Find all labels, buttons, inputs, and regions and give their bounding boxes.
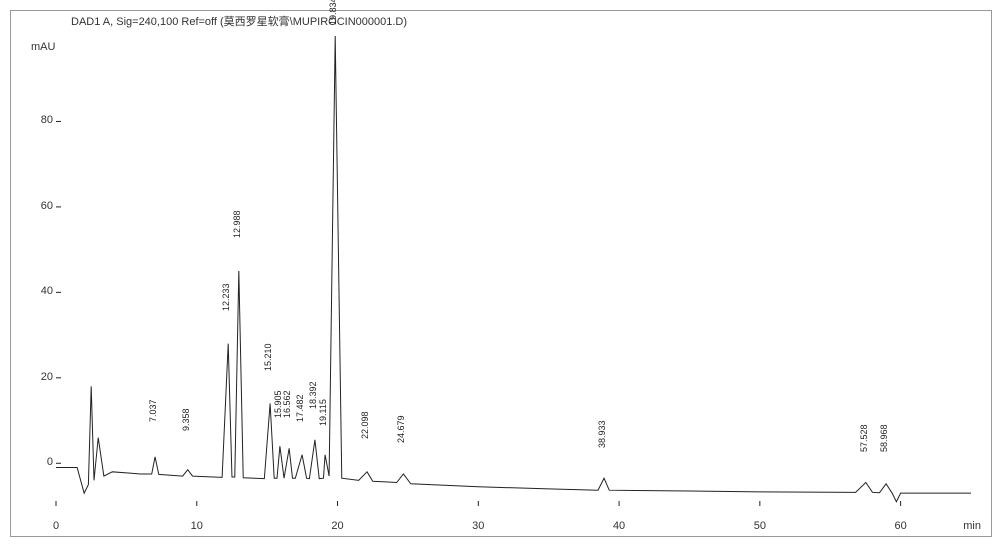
x-tick-label: 50 [745, 520, 775, 532]
peak-label: 7.037 [148, 399, 158, 422]
peak-label: 19.115 [318, 399, 328, 426]
x-tick-label: 60 [886, 520, 916, 532]
peak-label: 24.679 [396, 416, 406, 444]
peak-label: 16.562 [282, 390, 292, 418]
peak-label: 12.233 [221, 283, 231, 311]
y-tick-label: 60 [23, 200, 53, 212]
peak-label: 19.834 [328, 0, 338, 25]
x-tick-label: 20 [323, 520, 353, 532]
peak-label: 9.358 [181, 408, 191, 431]
y-tick-label: 80 [23, 114, 53, 126]
x-tick-label: 10 [182, 520, 212, 532]
peak-label: 57.528 [859, 424, 869, 452]
chart-svg [11, 11, 991, 536]
x-tick-label: 30 [463, 520, 493, 532]
peak-label: 17.482 [295, 394, 305, 422]
peak-label: 18.392 [308, 382, 318, 410]
peak-label: 15.210 [263, 343, 273, 371]
x-tick-label: 40 [604, 520, 634, 532]
x-tick-label: 0 [41, 520, 71, 532]
peak-label: 58.968 [879, 424, 889, 452]
peak-label: 38.933 [597, 420, 607, 448]
peak-label: 12.988 [232, 211, 242, 239]
y-tick-label: 20 [23, 371, 53, 383]
y-tick-label: 40 [23, 285, 53, 297]
chromatogram-chart: DAD1 A, Sig=240,100 Ref=off (莫西罗星软膏\MUPI… [10, 10, 992, 537]
peak-label: 22.098 [360, 412, 370, 440]
y-tick-label: 0 [23, 456, 53, 468]
